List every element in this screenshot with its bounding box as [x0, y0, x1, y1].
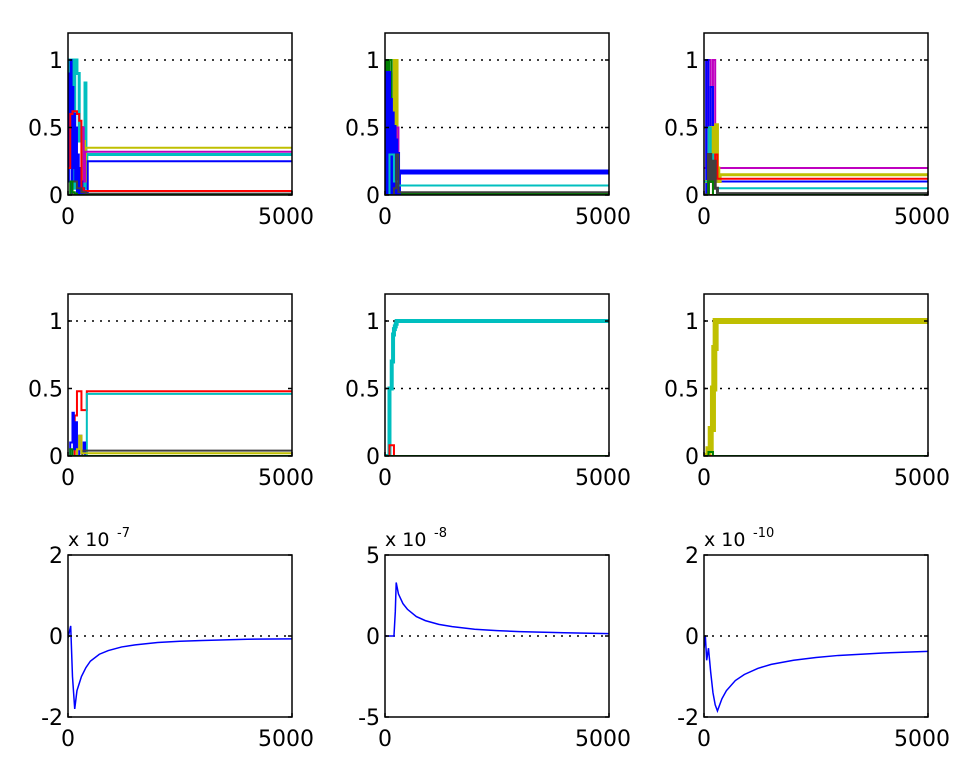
panel-row2-col3: 0 0.5 1 0 5000	[664, 293, 950, 491]
x-tick-label: 0	[697, 466, 711, 491]
x-tick-label: 0	[61, 466, 75, 491]
axes-box	[703, 293, 929, 457]
series-line-red	[385, 444, 609, 456]
series-group	[704, 635, 928, 714]
axes-box	[384, 32, 610, 196]
y-tick-label: 2	[685, 544, 699, 569]
y-tick-label: 0	[49, 445, 63, 470]
series-line-gray	[704, 153, 928, 195]
y-tick-label: 1	[685, 49, 699, 74]
x-tick-label: 0	[697, 205, 711, 230]
series-line-green	[704, 180, 928, 195]
y-tick-label: 1	[685, 310, 699, 335]
x-tick-label: 5000	[575, 205, 631, 230]
axes-box	[67, 32, 293, 196]
y-scale-label: x 10	[68, 529, 109, 551]
panel-row2-col1: 0 0.5 1 0 5000	[28, 293, 314, 491]
series-line-green	[704, 450, 928, 456]
panel-row1-col3: 0 0.5 1 0 5000	[664, 32, 950, 230]
series-group	[385, 582, 609, 637]
x-tick-label: 0	[378, 466, 392, 491]
x-tick-label: 5000	[258, 727, 314, 752]
series-line-olive	[704, 318, 928, 456]
y-tick-label: 1	[49, 49, 63, 74]
x-tick-label: 5000	[575, 466, 631, 491]
y-tick-label: 5	[366, 544, 380, 569]
panel-row2-col2: 0 0.5 1 0 5000	[345, 293, 631, 491]
y-scale-exponent: -10	[753, 526, 774, 541]
x-tick-label: 5000	[894, 466, 950, 491]
series-line-blue	[68, 59, 292, 195]
series-line-cyan	[385, 319, 609, 456]
y-tick-label: 0	[685, 184, 699, 209]
x-tick-label: 0	[378, 727, 392, 752]
series-line-blue	[385, 582, 609, 637]
x-tick-label: 0	[61, 205, 75, 230]
x-tick-label: 0	[378, 205, 392, 230]
panel-row1-col1: 0 0.5 1 0 5000	[28, 32, 314, 230]
axes-box	[384, 293, 610, 457]
y-tick-label: 0	[366, 184, 380, 209]
x-tick-label: 0	[697, 727, 711, 752]
y-tick-label: -2	[41, 706, 63, 731]
y-tick-label: 0.5	[345, 378, 380, 403]
series-line-blue	[68, 411, 292, 456]
y-tick-label: 0	[366, 445, 380, 470]
series-line-gray	[385, 153, 609, 195]
y-tick-label: 0.5	[664, 378, 699, 403]
plot-area	[704, 33, 928, 195]
y-tick-label: 0	[49, 184, 63, 209]
series-group	[68, 58, 292, 195]
series-line-olive	[68, 434, 292, 456]
x-tick-label: 5000	[894, 205, 950, 230]
y-scale-exponent: -8	[434, 526, 447, 541]
x-tick-label: 5000	[894, 727, 950, 752]
y-tick-label: 1	[49, 310, 63, 335]
y-scale-label: x 10	[385, 529, 426, 551]
plot-area	[68, 294, 292, 456]
x-tick-label: 5000	[575, 727, 631, 752]
x-tick-label: 5000	[258, 466, 314, 491]
series-group	[385, 319, 609, 456]
axes-box	[703, 32, 929, 196]
y-tick-label: 0.5	[28, 378, 63, 403]
series-line-cyan	[68, 392, 292, 456]
y-tick-label: 0.5	[28, 117, 63, 142]
y-tick-label: -5	[358, 706, 380, 731]
y-tick-label: 1	[366, 310, 380, 335]
series-group	[68, 625, 292, 709]
y-tick-label: 0	[685, 445, 699, 470]
y-tick-label: 0	[49, 625, 63, 650]
y-scale-label: x 10	[704, 529, 745, 551]
x-tick-label: 5000	[258, 205, 314, 230]
series-line-blue	[68, 625, 292, 709]
y-scale-exponent: -7	[117, 526, 130, 541]
plot-area	[68, 33, 292, 195]
series-line-olive	[704, 123, 928, 183]
axes-box	[67, 293, 293, 457]
y-tick-label: 1	[366, 49, 380, 74]
plot-area	[385, 294, 609, 456]
y-tick-label: 2	[49, 544, 63, 569]
series-line-gray	[68, 449, 292, 456]
y-tick-label: 0	[685, 625, 699, 650]
x-tick-label: 0	[61, 727, 75, 752]
series-group	[68, 390, 292, 456]
y-tick-label: -2	[677, 706, 699, 731]
series-line-blue	[704, 635, 928, 714]
series-group	[704, 318, 928, 456]
panel-row1-col2: 0 0.5 1 0 5000	[345, 32, 631, 230]
series-line-green	[68, 448, 292, 456]
y-tick-label: 0.5	[345, 117, 380, 142]
y-tick-label: 0.5	[664, 117, 699, 142]
y-tick-label: 0	[366, 625, 380, 650]
